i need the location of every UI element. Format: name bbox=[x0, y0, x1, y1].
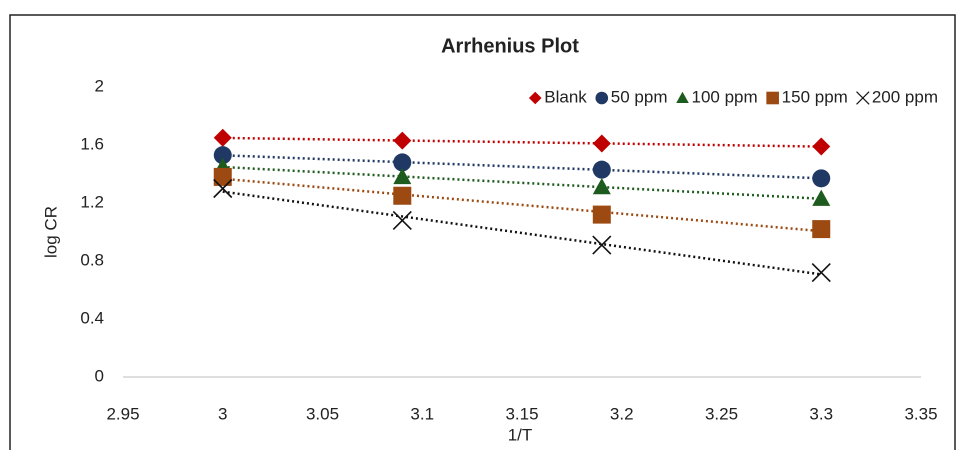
legend: Blank 50 ppm 100 ppm 150 ppm 200 ppm bbox=[528, 87, 938, 106]
legend-label: Blank bbox=[544, 87, 587, 106]
legend-marker bbox=[856, 91, 870, 105]
marker-circle bbox=[812, 169, 831, 188]
y-tick-label: 0 bbox=[95, 366, 104, 385]
marker-circle bbox=[592, 160, 611, 179]
y-tick-label: 2 bbox=[95, 76, 104, 95]
legend-marker bbox=[595, 91, 609, 105]
y-axis-title: log CR bbox=[41, 206, 60, 258]
marker-diamond bbox=[812, 137, 831, 156]
marker-x bbox=[392, 210, 412, 230]
trendline bbox=[222, 190, 822, 276]
marker-x bbox=[592, 235, 612, 255]
legend-label: 150 ppm bbox=[782, 87, 848, 106]
marker-square bbox=[393, 186, 412, 205]
marker-triangle bbox=[393, 167, 412, 185]
legend-label: 200 ppm bbox=[872, 87, 938, 106]
x-tick-label: 2.95 bbox=[106, 404, 139, 423]
chart-title: Arrhenius Plot bbox=[441, 35, 579, 57]
marker-diamond bbox=[393, 131, 412, 150]
x-tick-label: 3.25 bbox=[705, 404, 738, 423]
x-tick-label: 3 bbox=[218, 404, 227, 423]
marker-circle bbox=[213, 146, 232, 165]
y-tick-label: 0.8 bbox=[80, 250, 104, 269]
legend-marker bbox=[766, 91, 779, 105]
marker-square bbox=[213, 167, 232, 186]
x-tick-label: 3.15 bbox=[505, 404, 538, 423]
x-tick-label: 3.35 bbox=[904, 404, 937, 423]
x-tick-label: 3.05 bbox=[306, 404, 339, 423]
marker-square bbox=[592, 205, 611, 224]
marker-triangle bbox=[812, 189, 831, 206]
marker-diamond bbox=[592, 134, 611, 153]
trendline bbox=[222, 177, 822, 233]
y-tick-label: 1.6 bbox=[80, 134, 104, 153]
legend-label: 50 ppm bbox=[611, 87, 668, 106]
legend-marker bbox=[676, 91, 689, 104]
marker-diamond bbox=[213, 128, 232, 147]
x-tick-label: 3.1 bbox=[410, 404, 434, 423]
marker-circle bbox=[393, 153, 412, 172]
x-tick-label: 3.2 bbox=[610, 404, 634, 423]
marker-square bbox=[812, 220, 831, 239]
x-axis-title: 1/T bbox=[508, 425, 533, 444]
legend-label: 100 ppm bbox=[691, 87, 757, 106]
y-tick-label: 1.2 bbox=[80, 192, 104, 211]
marker-x bbox=[213, 178, 233, 199]
y-tick-label: 0.4 bbox=[80, 308, 104, 327]
x-tick-label: 3.3 bbox=[809, 404, 833, 423]
marker-triangle bbox=[592, 178, 611, 195]
marker-x bbox=[811, 263, 831, 283]
